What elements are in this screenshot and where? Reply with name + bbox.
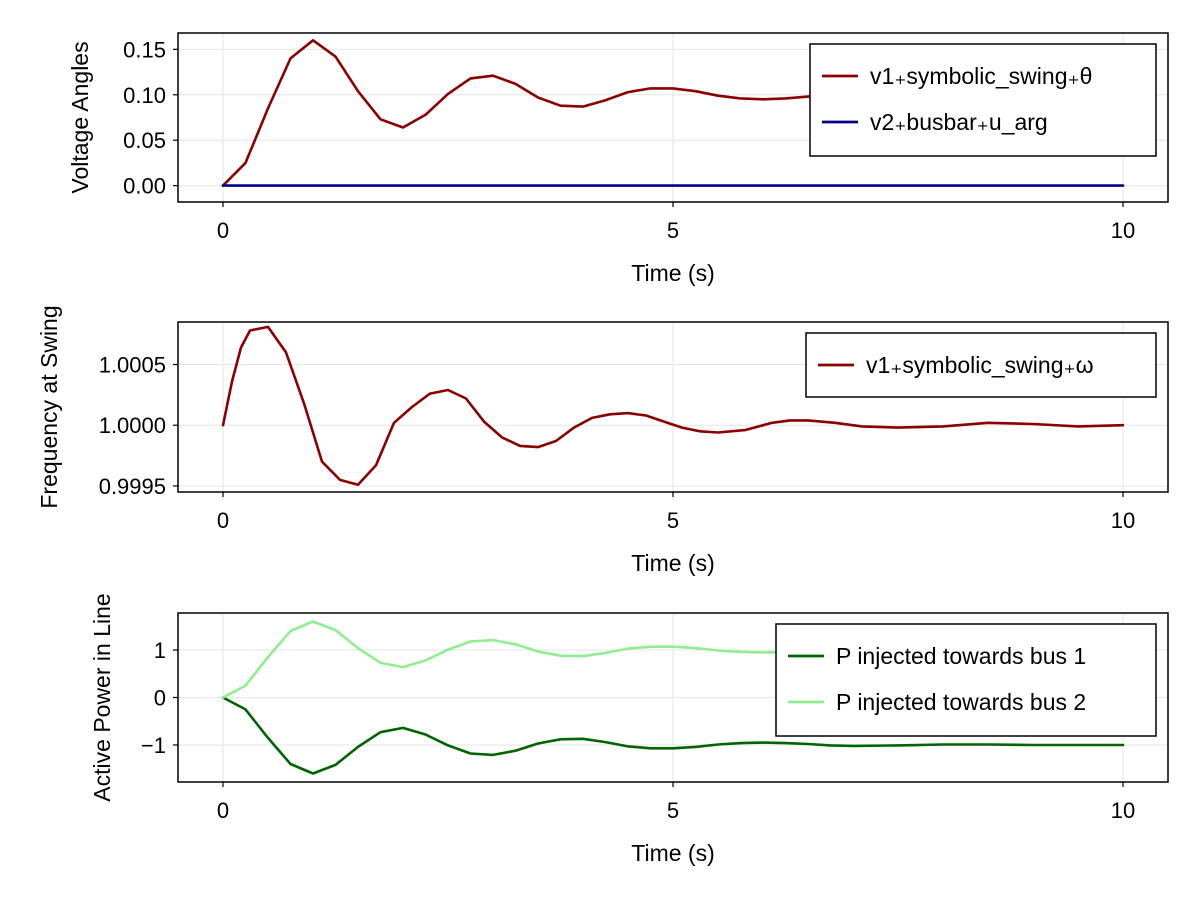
- panel-2-x-tick-label: 10: [1111, 798, 1135, 823]
- panel-2-legend-label-p-injected-towards-bus-1: P injected towards bus 1: [836, 643, 1086, 669]
- panel-2-y-axis-label: Active Power in Line: [89, 593, 115, 801]
- panel-0-x-axis-label: Time (s): [631, 260, 714, 286]
- panel-2-y-tick-label: 0: [154, 686, 166, 711]
- panel-0-legend-box: [809, 43, 1157, 157]
- panel-2-series-line-p-injected-towards-bus-1: [221, 696, 1125, 775]
- voltage-angles-panel: 0 5 10 0.00 0.05 0.10 0.15 Time (s) Voltage Angl…: [67, 32, 1169, 286]
- panel-1-y-tick-label: 1.0005: [99, 353, 166, 378]
- panel-0-x-tick-label: 0: [217, 218, 229, 243]
- panel-2-legend-label-p-injected-towards-bus-2: P injected towards bus 2: [836, 689, 1086, 715]
- panel-2-y-tick-label: −1: [141, 733, 166, 758]
- frequency-panel: 0 5 10 0.9995 1.0000 1.0005 Time (s) Frequency …: [36, 305, 1169, 576]
- panel-1-legend: v1₊symbolic_swing₊ω: [805, 332, 1157, 398]
- panel-2-legend-box: [775, 623, 1157, 737]
- panel-2-x-tick-label: 5: [667, 798, 679, 823]
- panel-1-x-tick-label: 0: [217, 508, 229, 533]
- panel-2-x-axis-label: Time (s): [631, 840, 714, 866]
- active-power-panel: 0 5 10 −1 0 1 Time (s) Active Power in Line P in…: [89, 593, 1169, 866]
- panel-0-x-tick-label: 5: [667, 218, 679, 243]
- panel-1-y-tick-label: 0.9995: [99, 474, 166, 499]
- panel-2-legend: P injected towards bus 1 P injected towar…: [775, 623, 1157, 737]
- panel-0-y-tick-label: 0.15: [123, 37, 166, 62]
- panel-0-x-tick-label: 10: [1111, 218, 1135, 243]
- panel-0-legend-label-v2-busbar-u-arg: v2₊busbar₊u_arg: [870, 109, 1048, 135]
- panel-0-y-tick-label: 0.00: [123, 174, 166, 199]
- panel-1-x-tick-label: 10: [1111, 508, 1135, 533]
- panel-1-legend-label-v1-symbolic-swing: v1₊symbolic_swing₊ω: [866, 352, 1094, 378]
- panel-0-y-tick-label: 0.05: [123, 128, 166, 153]
- panel-0-legend: v1₊symbolic_swing₊θ v2₊busbar₊u_arg: [809, 43, 1157, 157]
- panel-1-y-tick-label: 1.0000: [99, 413, 166, 438]
- panel-0-y-axis-label: Voltage Angles: [67, 41, 93, 193]
- panel-2-x-tick-label: 0: [217, 798, 229, 823]
- panel-1-y-axis-label: Frequency at Swing: [36, 305, 62, 508]
- panel-0-y-tick-label: 0.10: [123, 83, 166, 108]
- panel-1-x-tick-label: 5: [667, 508, 679, 533]
- panel-2-y-tick-label: 1: [154, 638, 166, 663]
- panel-1-series-line-v1-symbolic-swing: [221, 325, 1125, 487]
- panel-1-x-axis-label: Time (s): [631, 550, 714, 576]
- panel-0-legend-label-v1-symbolic-swing: v1₊symbolic_swing₊θ: [870, 63, 1092, 89]
- panel-1-legend-box: [805, 332, 1157, 398]
